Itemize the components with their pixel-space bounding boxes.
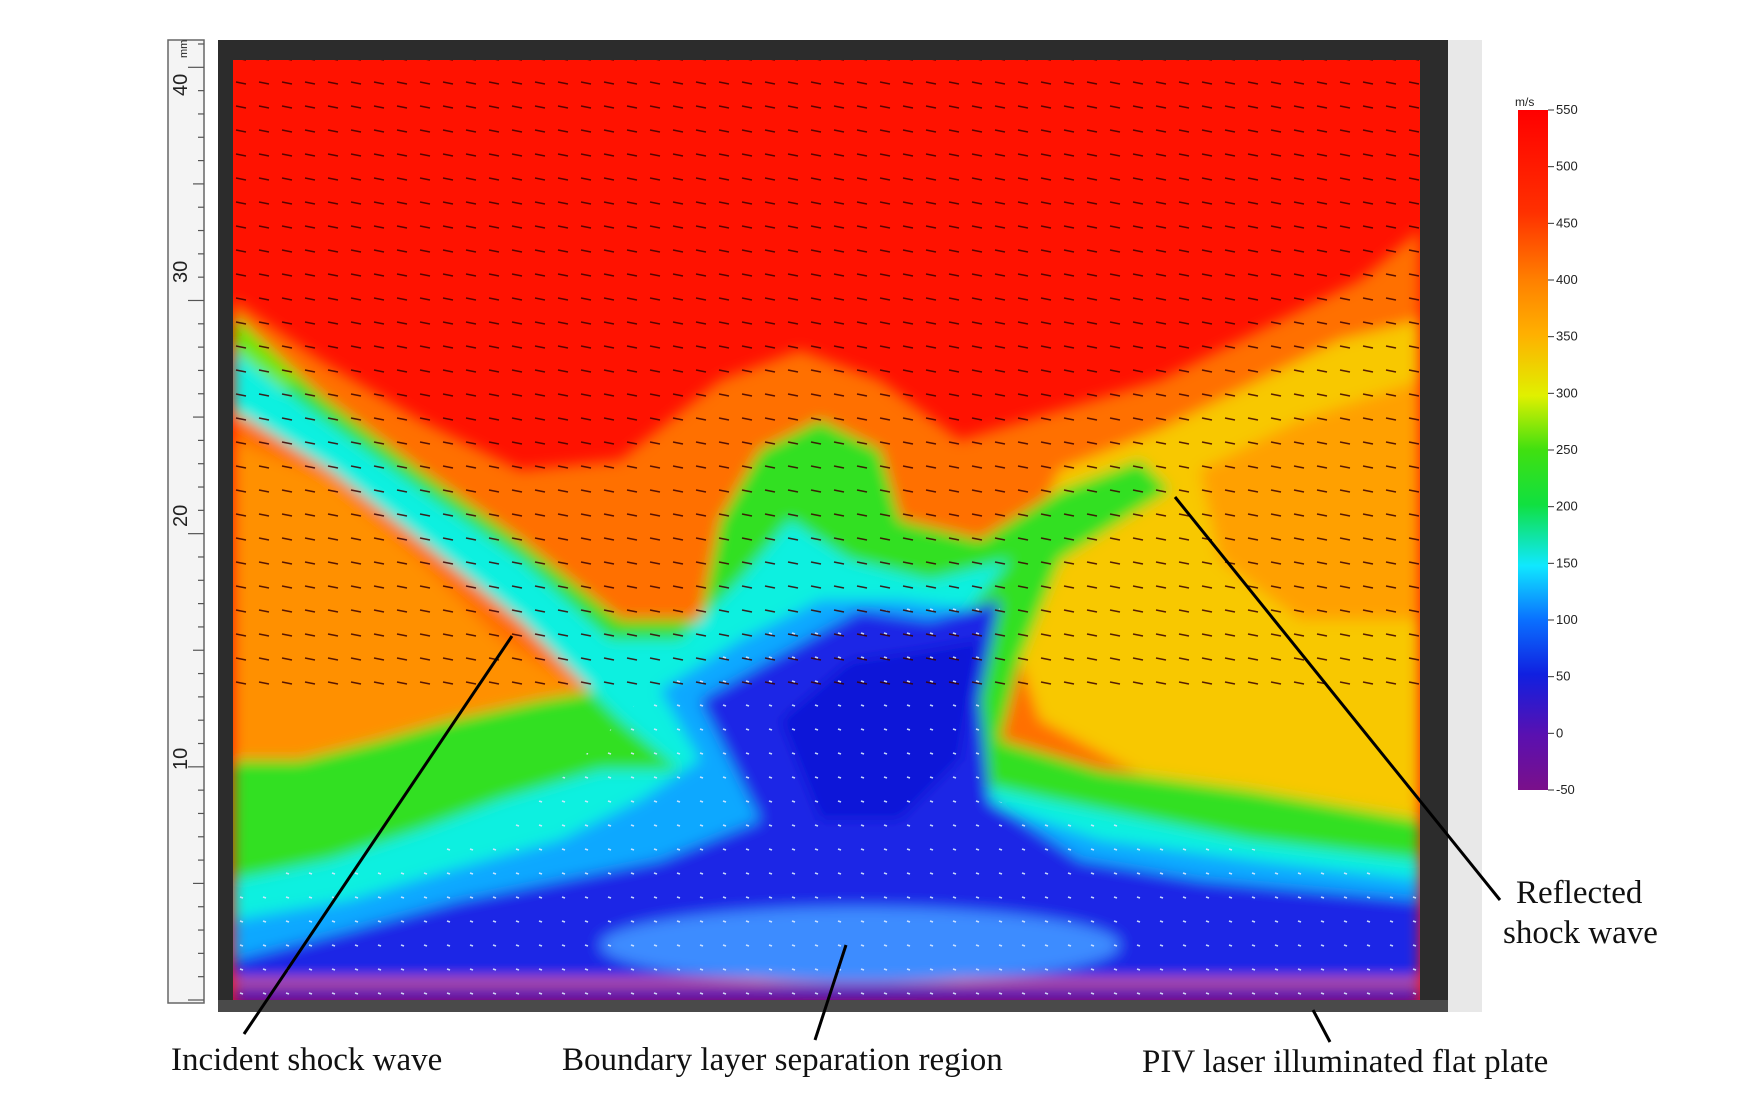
colorbar-tick-label: 400 [1556,272,1578,287]
reflected-leader [1173,496,1502,901]
colorbar-tick-label: 150 [1556,555,1578,570]
colorbar-tick-label: -50 [1556,782,1575,797]
plate-leader [1311,1009,1332,1043]
y-tick-label-20mm: 20 [170,505,192,527]
colorbar-tick-label: 450 [1556,215,1578,230]
frame-margin [1448,40,1482,1012]
colorbar-tick-label: 200 [1556,499,1578,514]
colorbar-tick-label: 300 [1556,385,1578,400]
velocity-contour [233,60,1420,1000]
colorbar-tick-label: 500 [1556,159,1578,174]
colorbar-tick-label: 0 [1556,725,1563,740]
separation-region-label: Boundary layer separation region [562,1042,1003,1078]
colorbar-tick-label: 350 [1556,329,1578,344]
flat-plate-edge [218,1000,1448,1012]
colorbar-tick-label: 550 [1556,102,1578,117]
colorbar-tick-label: 100 [1556,612,1578,627]
incident-shock-label: Incident shock wave [171,1042,443,1078]
separation-leader [813,944,848,1041]
reflected-shock-label-line2: shock wave [1503,915,1658,951]
colorbar-tick-label: 250 [1556,442,1578,457]
reflected-shock-label-line1: Reflected [1516,875,1643,911]
y-axis-unit: mm [178,40,190,58]
y-tick-label-30mm: 30 [170,261,192,283]
flat-plate-label: PIV laser illuminated flat plate [1142,1044,1549,1080]
colorbar-unit: m/s [1515,95,1534,109]
colorbar-tick-label: 50 [1556,669,1570,684]
y-tick-label-40mm: 40 [170,74,192,96]
y-tick-label-10mm: 10 [170,748,192,770]
y-axis-ruler: 10 20 30 40 mm [167,39,205,1004]
incident-leader [242,635,514,1035]
colorbar-gradient [1518,110,1548,790]
annotation-lines [242,496,1502,1043]
ruler-ticks [188,43,204,1001]
